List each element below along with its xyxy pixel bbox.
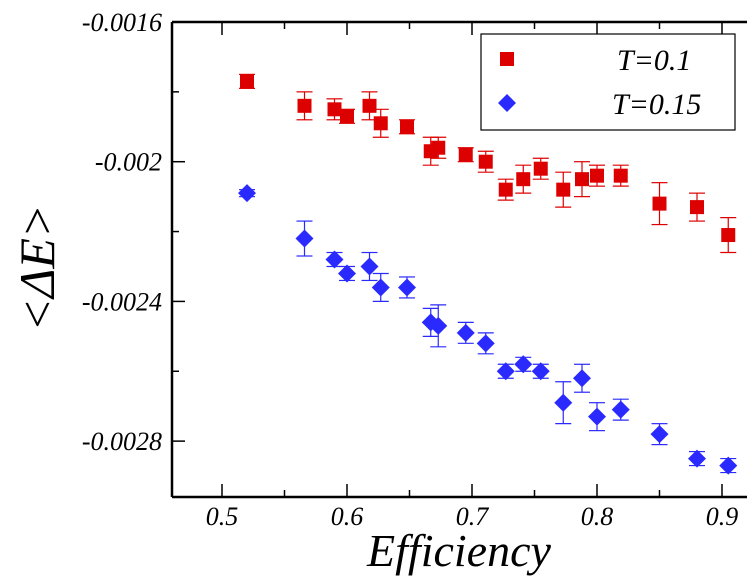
data-point-diamond — [611, 400, 630, 419]
legend-marker-t01 — [500, 52, 514, 66]
legend-marker-t015 — [498, 94, 516, 112]
data-point-square — [652, 196, 667, 211]
data-point-diamond — [573, 369, 591, 388]
data-point-square — [478, 154, 493, 169]
y-axis-title: <ΔE> — [9, 204, 65, 331]
data-point-square — [458, 147, 473, 162]
series-t015 — [238, 184, 738, 475]
x-tick-label: 0.7 — [456, 502, 490, 531]
y-tick-label: -0.0016 — [82, 8, 162, 37]
data-point-square — [297, 98, 312, 113]
data-point-diamond — [514, 355, 533, 374]
data-point-square — [362, 98, 377, 113]
data-point-diamond — [476, 334, 495, 353]
data-point-diamond — [398, 278, 416, 297]
data-point-diamond — [719, 456, 738, 475]
data-point-square — [373, 116, 388, 131]
data-point-diamond — [496, 362, 515, 381]
legend-label-t015: T=0.15 — [612, 88, 701, 121]
data-point-square — [240, 74, 254, 89]
data-point-diamond — [456, 323, 475, 342]
data-point-diamond — [588, 407, 606, 426]
data-point-diamond — [650, 425, 669, 444]
data-point-diamond — [295, 229, 314, 248]
data-point-square — [590, 168, 604, 183]
data-point-diamond — [554, 393, 573, 412]
legend-label-t01: T=0.1 — [617, 44, 691, 77]
data-point-diamond — [338, 264, 356, 283]
data-point-square — [575, 172, 589, 187]
data-point-diamond — [238, 184, 256, 203]
data-point-square — [340, 109, 354, 124]
data-point-square — [721, 228, 736, 243]
data-point-diamond — [531, 362, 550, 381]
data-point-diamond — [429, 316, 448, 335]
x-tick-label: 0.9 — [706, 502, 739, 531]
x-tick-label: 0.6 — [331, 502, 364, 531]
series-t01 — [239, 73, 737, 254]
axes: 0.5 0.6 0.7 0.8 0.9 -0.0016 -0.002 -0.0024 -0.00… — [82, 8, 747, 531]
data-point-diamond — [371, 278, 390, 297]
legend: T=0.1 T=0.15 — [480, 33, 736, 131]
y-tick-label: -0.0024 — [82, 287, 162, 316]
x-tick-label: 0.8 — [581, 502, 614, 531]
data-point-diamond — [360, 257, 379, 276]
data-point-diamond — [688, 449, 706, 468]
legend-box — [480, 33, 736, 131]
data-point-square — [613, 168, 628, 183]
data-point-diamond — [325, 250, 344, 269]
data-point-square — [400, 119, 414, 134]
y-tick-label: -0.0028 — [82, 427, 162, 456]
data-point-square — [556, 182, 571, 197]
x-axis-title: Efficiency — [366, 525, 551, 576]
data-point-square — [498, 182, 513, 197]
x-tick-label: 0.5 — [206, 502, 239, 531]
data-point-square — [431, 140, 446, 155]
data-point-square — [327, 102, 342, 117]
plot-area — [238, 73, 738, 475]
data-point-square — [533, 161, 548, 176]
data-point-square — [690, 200, 704, 215]
data-point-square — [516, 172, 531, 187]
y-tick-label: -0.002 — [95, 148, 162, 177]
